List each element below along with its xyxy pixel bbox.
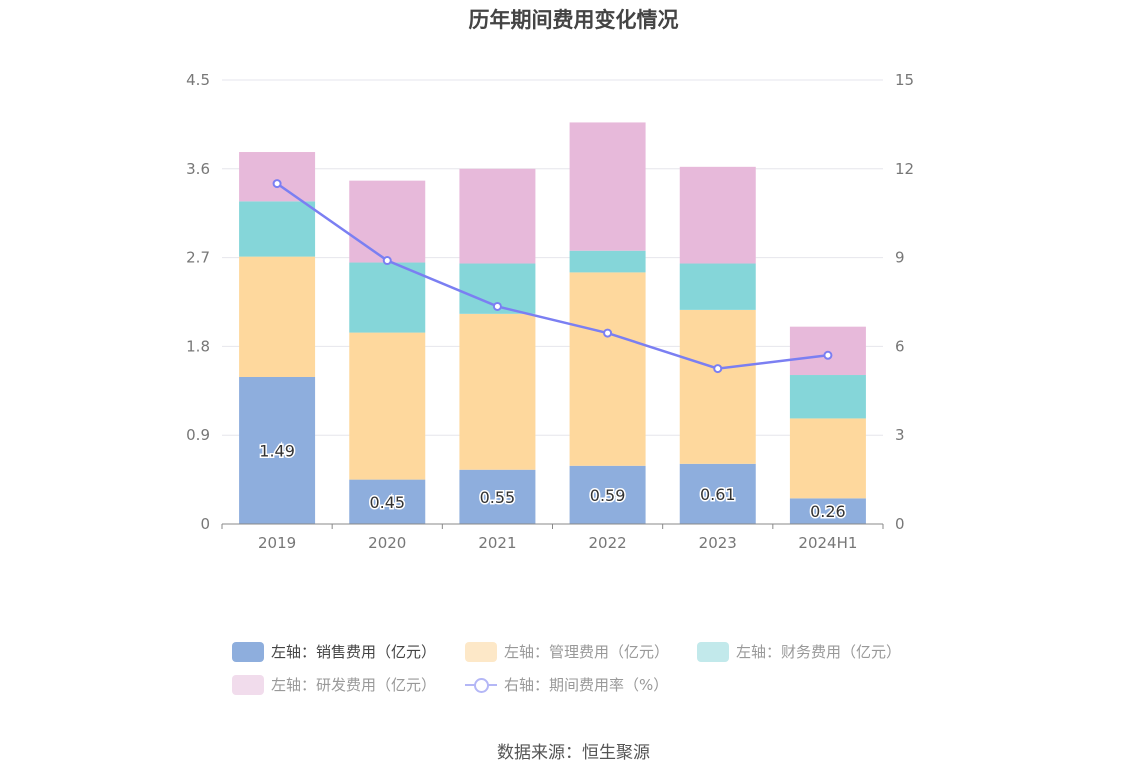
left-axis-tick-label: 1.8 — [186, 337, 210, 355]
bar-segment-sales — [679, 463, 756, 524]
x-axis-tick-label: 2023 — [699, 534, 737, 552]
data-label-sales: 0.26 — [810, 502, 846, 521]
right-axis-tick-label: 12 — [895, 160, 914, 178]
bar-segment-rnd — [679, 166, 756, 264]
data-label-sales: 0.55 — [480, 488, 516, 507]
x-axis-tick-label: 2019 — [258, 534, 296, 552]
bar-segment-sales — [569, 465, 646, 524]
legend-swatch-rnd — [232, 674, 264, 695]
left-axis-tick-label: 0.9 — [186, 426, 210, 444]
bar-segment-admin — [789, 418, 866, 499]
bar-segment-admin — [569, 272, 646, 466]
x-axis-tick-label: 2022 — [588, 534, 626, 552]
bar-segment-admin — [459, 313, 536, 470]
legend-item-finance[interactable]: 左轴：财务费用（亿元） — [697, 641, 901, 662]
legend-label-finance: 左轴：财务费用（亿元） — [736, 643, 902, 661]
right-axis-tick-label: 6 — [895, 337, 905, 355]
right-axis-tick-label: 9 — [895, 249, 905, 267]
bar-segment-rnd — [569, 122, 646, 251]
bar-segment-sales — [239, 376, 316, 524]
legend-label-rnd: 左轴：研发费用（亿元） — [271, 676, 437, 694]
chart-title: 历年期间费用变化情况 — [468, 8, 679, 32]
bar-segment-rnd — [349, 180, 426, 263]
bar-segment-rnd — [239, 152, 316, 202]
bar-segment-finance — [349, 262, 426, 333]
expense-rate-point — [272, 179, 282, 189]
right-axis-tick-label: 15 — [895, 71, 914, 89]
legend-item-sales[interactable]: 左轴：销售费用（亿元） — [232, 641, 436, 662]
data-label-sales: 0.45 — [369, 493, 405, 512]
legend-line-icon — [465, 675, 497, 695]
data-source: 数据来源：恒生聚源 — [497, 743, 650, 763]
expense-rate-point — [823, 350, 833, 360]
expense-rate-line — [276, 182, 829, 370]
legend-label-sales: 左轴：销售费用（亿元） — [271, 643, 437, 661]
bar-segment-rnd — [459, 168, 536, 264]
bar-segment-admin — [679, 309, 756, 464]
expense-rate-point — [492, 301, 502, 311]
bar-segment-sales — [349, 479, 426, 524]
bar-segment-finance — [679, 263, 756, 310]
bar-segment-sales — [459, 469, 536, 524]
bar-segment-finance — [789, 375, 866, 419]
legend-label-expense-rate: 右轴：期间费用率（%） — [504, 676, 669, 694]
expense-rate-point — [382, 256, 392, 266]
x-axis-tick-label: 2021 — [478, 534, 516, 552]
x-axis-tick-label: 2020 — [368, 534, 406, 552]
right-axis-tick-label: 0 — [895, 515, 905, 533]
left-axis-tick-label: 2.7 — [186, 249, 210, 267]
legend-item-rnd[interactable]: 左轴：研发费用（亿元） — [232, 674, 436, 695]
legend-swatch-sales — [232, 641, 264, 662]
data-label-sales: 0.61 — [700, 485, 736, 504]
expense-rate-point — [713, 364, 723, 374]
bar-segment-sales — [789, 498, 866, 524]
bar-segment-finance — [569, 250, 646, 273]
bar-segment-admin — [349, 332, 426, 480]
data-label-sales: 0.59 — [590, 486, 626, 505]
legend-label-admin: 左轴：管理费用（亿元） — [504, 643, 670, 661]
legend-item-admin[interactable]: 左轴：管理费用（亿元） — [465, 641, 669, 662]
bar-segment-admin — [239, 256, 316, 377]
left-axis-tick-label: 3.6 — [186, 160, 210, 178]
right-axis-tick-label: 3 — [895, 426, 905, 444]
bar-segment-finance — [239, 201, 316, 257]
expense-rate-point — [603, 328, 613, 338]
data-label-sales: 1.49 — [259, 441, 295, 460]
legend-item-expense-rate[interactable]: 右轴：期间费用率（%） — [465, 674, 668, 695]
legend-swatch-admin — [465, 641, 497, 662]
left-axis-tick-label: 4.5 — [186, 71, 210, 89]
left-axis-tick-label: 0 — [200, 515, 210, 533]
x-axis-tick-label: 2024H1 — [798, 534, 857, 552]
legend-swatch-finance — [697, 641, 729, 662]
